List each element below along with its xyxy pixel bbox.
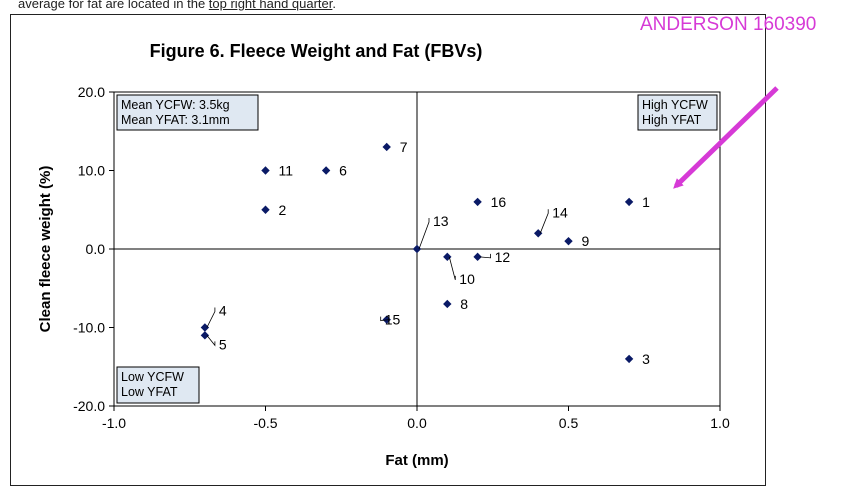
point-label-4: 4 [219,303,227,319]
annotation-line-top-left: Mean YCFW: 3.5kg [121,98,230,112]
x-tick-label: 0.0 [407,415,427,431]
point-label-11: 11 [279,163,294,179]
snippet-end: . [332,0,337,11]
data-point-14 [534,229,543,238]
y-axis-label: Clean fleece weight (%) [37,166,54,333]
data-point-16 [473,197,482,207]
leader-line-12 [479,253,492,259]
data-point-10 [443,252,452,262]
x-tick-label: 0.5 [559,415,579,431]
leader-line-13 [418,218,430,250]
data-point-12 [473,252,482,262]
annotation-box-bottom-left [116,366,200,404]
annotation-line-bottom-left: Low YFAT [121,385,178,399]
data-point-3 [624,354,634,364]
leader-line-15 [380,316,389,322]
annotation-line-top-left: Mean YFAT: 3.1mm [121,113,230,127]
data-point-7 [382,142,391,152]
data-point-2 [261,205,270,214]
y-tick-label: 20.0 [78,84,105,100]
point-label-7: 7 [400,139,408,155]
y-tick-label: 0.0 [86,241,106,257]
point-label-5: 5 [219,336,227,352]
x-axis-label: Fat (mm) [385,452,448,469]
annotation-text: ANDERSON 160390 [640,14,817,35]
x-tick-label: -0.5 [253,415,277,431]
data-point-1 [624,197,634,207]
annotation-arrow [673,86,779,189]
snippet-link[interactable]: top right hand quarter [208,0,333,11]
point-label-16: 16 [491,194,507,210]
point-label-6: 6 [339,163,347,179]
point-label-2: 2 [279,202,287,218]
leader-line-5 [206,335,216,347]
y-tick-label: -10.0 [73,320,105,336]
x-tick-label: -1.0 [102,415,126,431]
leader-line-4 [206,307,216,328]
data-point-9 [564,236,573,246]
data-point-8 [443,299,452,309]
point-label-10: 10 [459,271,475,287]
point-label-3: 3 [642,351,650,367]
annotation-line-top-right: High YCFW [642,98,708,112]
annotation-line-bottom-left: Low YCFW [121,370,184,384]
leader-line-10 [448,256,456,280]
data-point-5 [200,331,210,340]
point-label-12: 12 [495,249,511,265]
x-tick-label: 1.0 [710,415,730,431]
y-tick-label: 10.0 [78,163,105,179]
chart-title: Figure 6. Fleece Weight and Fat (FBVs) [150,41,483,61]
data-point-13 [412,244,422,254]
annotation-box-top-left [116,94,259,131]
annotation-box-top-right [637,94,718,131]
point-label-9: 9 [582,233,590,249]
point-label-8: 8 [460,296,468,312]
point-label-13: 13 [433,213,449,229]
point-label-14: 14 [552,204,568,220]
y-tick-label: -20.0 [73,398,105,414]
data-point-6 [321,166,331,175]
point-label-15: 15 [385,312,401,328]
leader-line-14 [539,209,549,234]
data-point-11 [261,166,270,175]
snippet-start: average for fat are located in the [18,0,209,11]
annotation-line-top-right: High YFAT [642,113,702,127]
data-point-4 [200,323,210,332]
document-snippet: average for fat are located in the top r… [18,0,336,11]
point-label-1: 1 [642,194,650,210]
